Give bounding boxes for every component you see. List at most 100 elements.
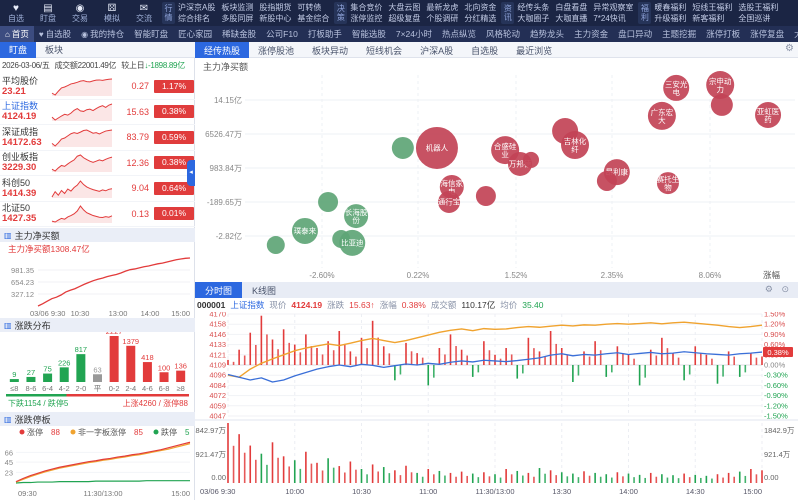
nav-tab-我的持仓[interactable]: ◉ 我的持仓 bbox=[81, 29, 125, 39]
index-row-深证成指[interactable]: 深证成指 14172.63 83.79 0.59% bbox=[0, 125, 195, 151]
menu-item-异常观察室[interactable]: 异常观察室 bbox=[593, 3, 634, 12]
subnav-tab-涨停股池[interactable]: 涨停股池 bbox=[258, 45, 295, 56]
nav-tab-打板助手[interactable]: 打板助手 bbox=[307, 29, 342, 39]
menu-item-新股中心[interactable]: 新股中心 bbox=[259, 14, 292, 23]
menu-item-股指期货[interactable]: 股指期货 bbox=[259, 3, 292, 12]
subnav-tab-板块[interactable]: 板块 bbox=[45, 45, 64, 55]
nav-tab-涨停打板[interactable]: 涨停打板 bbox=[706, 29, 741, 39]
index-sparkline bbox=[50, 178, 114, 199]
scatter-bubble[interactable] bbox=[318, 191, 339, 212]
nav-tab-首页[interactable]: ⌂ 首页 bbox=[0, 26, 34, 42]
index-row-平均股价[interactable]: 平均股价 23.21 0.27 1.17% bbox=[0, 74, 195, 100]
price-ytick-right: -0.90% bbox=[764, 391, 788, 400]
menu-item-沪深京A股[interactable]: 沪深京A股 bbox=[178, 3, 216, 12]
nav-tab-匠心家园[interactable]: 匠心家园 bbox=[178, 29, 213, 39]
menu-item-基金综合[interactable]: 基金综合 bbox=[297, 14, 330, 23]
scatter-bubble-比亚迪[interactable]: 比亚迪 bbox=[339, 229, 366, 256]
nav-tab-自选股[interactable]: ♥ 自选股 bbox=[38, 29, 72, 39]
menu-item-集合竞价[interactable]: 集合竞价 bbox=[350, 3, 383, 12]
subnav-tab-短线机会[interactable]: 短线机会 bbox=[366, 45, 403, 56]
menu-item-板块监测[interactable]: 板块监测 bbox=[221, 3, 254, 12]
stock-name[interactable]: 上证指数 bbox=[230, 300, 265, 310]
nav-tab-智能选股[interactable]: 智能选股 bbox=[351, 29, 386, 39]
scatter-bubble[interactable] bbox=[596, 170, 617, 191]
nav-tab-智能盯盘[interactable]: 智能盯盘 bbox=[134, 29, 169, 39]
chart-settings-icon[interactable]: ⚙ ⊙ bbox=[764, 284, 792, 294]
index-meta: 北证50 1427.35 bbox=[0, 203, 50, 224]
scatter-bubble-璞泰来[interactable]: 璞泰来 bbox=[291, 217, 318, 244]
scatter-bubble-赛托生物[interactable]: 赛托生物 bbox=[657, 172, 680, 195]
quick-item-模拟[interactable]: ⚄ 模拟 bbox=[96, 3, 128, 23]
menu-item-可转债[interactable]: 可转债 bbox=[297, 3, 322, 12]
menu-item-白盘看盘[interactable]: 白盘看盘 bbox=[555, 3, 588, 12]
scatter-bubble[interactable] bbox=[475, 186, 496, 207]
scatter-bubble-三安光电[interactable]: 三安光电 bbox=[663, 74, 690, 101]
nav-tab-公司F10[interactable]: 公司F10 bbox=[266, 29, 298, 39]
menu-item-北向资金[interactable]: 北向资金 bbox=[464, 3, 497, 12]
menu-item-选股王福利[interactable]: 选股王福利 bbox=[738, 3, 779, 12]
nav-tab-热点纵览[interactable]: 热点纵览 bbox=[442, 29, 477, 39]
scatter-bubble[interactable] bbox=[710, 93, 733, 116]
quick-item-盯盘[interactable]: ▤ 盯盘 bbox=[32, 3, 64, 23]
chart-tab-分时图[interactable]: 分时图 bbox=[195, 282, 243, 298]
index-pct-badge: 0.38% bbox=[154, 156, 194, 170]
menu-item-升级福利[interactable]: 升级福利 bbox=[654, 14, 687, 23]
menu-item-大盘云图[interactable]: 大盘云图 bbox=[388, 3, 421, 12]
nav-tab-主题挖掘[interactable]: 主题挖掘 bbox=[662, 29, 697, 39]
index-row-创业板指[interactable]: 创业板指 3229.30 12.36 0.38% bbox=[0, 151, 195, 176]
menu-item-超级复盘[interactable]: 超级复盘 bbox=[388, 14, 421, 23]
scatter-bubble[interactable] bbox=[266, 236, 285, 255]
nav-tab-主力资金[interactable]: 主力资金 bbox=[574, 29, 609, 39]
scatter-bubble[interactable] bbox=[391, 136, 414, 159]
nav-tab-大盘状态[interactable]: 大盘状态 bbox=[789, 26, 798, 42]
index-row-北证50[interactable]: 北证50 1427.35 0.13 0.01% bbox=[0, 202, 195, 227]
scatter-bubble-通行宝[interactable]: 通行宝 bbox=[438, 190, 461, 213]
settings-icon[interactable]: ⚙ bbox=[785, 43, 794, 54]
scatter-bubble-广东宏大[interactable]: 广东宏大 bbox=[647, 101, 676, 130]
menu-group-label: 资 讯 bbox=[501, 2, 515, 24]
subnav-tab-最近浏览[interactable]: 最近浏览 bbox=[516, 45, 553, 56]
subnav-tab-盯盘[interactable]: 盯盘 bbox=[0, 41, 37, 58]
subnav-tab-板块异动[interactable]: 板块异动 bbox=[312, 45, 349, 56]
index-row-科创50[interactable]: 科创50 1414.39 9.04 0.64% bbox=[0, 176, 195, 202]
subnav-tab-沪深A股[interactable]: 沪深A股 bbox=[420, 45, 454, 56]
menu-item-经传头条[interactable]: 经传头条 bbox=[517, 3, 550, 12]
nav-tab-稀缺金股[interactable]: 稀缺金股 bbox=[222, 29, 257, 39]
menu-item-新客福利[interactable]: 新客福利 bbox=[692, 14, 725, 23]
index-row-上证指数[interactable]: 上证指数 4124.19 15.63 0.38% bbox=[0, 100, 195, 125]
nav-tab-趋势龙头[interactable]: 趋势龙头 bbox=[530, 29, 565, 39]
menu-item-个股调研[interactable]: 个股调研 bbox=[426, 14, 459, 23]
menu-item-大咖直播[interactable]: 大咖直播 bbox=[555, 14, 588, 23]
menu-item-多股同屏[interactable]: 多股同屏 bbox=[221, 14, 254, 23]
menu-item-大咖圈子[interactable]: 大咖圈子 bbox=[517, 14, 550, 23]
net-inflow-ytick: 327.12 bbox=[11, 290, 34, 299]
quick-item-自选[interactable]: ♥ 自选 bbox=[0, 3, 32, 23]
menu-item-暖春福利[interactable]: 暖春福利 bbox=[654, 3, 687, 12]
menu-item-7*24快讯[interactable]: 7*24快讯 bbox=[593, 14, 626, 23]
subnav-tab-自选股[interactable]: 自选股 bbox=[471, 45, 499, 56]
scatter-bubble-亚虹医药[interactable]: 亚虹医药 bbox=[755, 101, 782, 128]
nav-tab-7×24小时[interactable]: 7×24小时 bbox=[395, 29, 433, 39]
menu-item-最新龙虎[interactable]: 最新龙虎 bbox=[426, 3, 459, 12]
menu-item-全国巡讲[interactable]: 全国巡讲 bbox=[738, 14, 771, 23]
bubble-label: 广东宏大 bbox=[651, 107, 674, 125]
menu-item-分红精选[interactable]: 分红精选 bbox=[464, 14, 497, 23]
scatter-bubble-长海股份[interactable]: 长海股份 bbox=[344, 204, 369, 229]
nav-tab-涨停复盘[interactable]: 涨停复盘 bbox=[750, 29, 785, 39]
menu-item-综合排名[interactable]: 综合排名 bbox=[178, 14, 210, 23]
quick-item-交流[interactable]: ✉ 交流 bbox=[128, 3, 160, 23]
menu-group-label: 福 利 bbox=[638, 2, 652, 24]
nav-tab-盘口异动[interactable]: 盘口异动 bbox=[618, 29, 653, 39]
intraday-xtick: 13:30 bbox=[552, 487, 571, 496]
scatter-bubble-宗申动力[interactable]: 宗申动力 bbox=[706, 71, 735, 100]
quick-item-交易[interactable]: ◉ 交易 bbox=[64, 3, 96, 23]
subnav-tab-经传热股[interactable]: 经传热股 bbox=[195, 42, 250, 58]
sidebar-collapse-handle[interactable]: ◂ bbox=[187, 160, 195, 186]
scatter-bubble[interactable] bbox=[523, 151, 539, 168]
nav-tab-风格轮动[interactable]: 风格轮动 bbox=[486, 29, 521, 39]
scatter-bubble-机器人[interactable]: 机器人 bbox=[415, 126, 458, 169]
scatter-bubble-吉林化纤[interactable]: 吉林化纤 bbox=[561, 131, 589, 160]
menu-item-涨停监控[interactable]: 涨停监控 bbox=[350, 14, 383, 23]
menu-item-短线王福利[interactable]: 短线王福利 bbox=[692, 3, 733, 12]
chart-tab-K线图[interactable]: K线图 bbox=[252, 285, 277, 296]
